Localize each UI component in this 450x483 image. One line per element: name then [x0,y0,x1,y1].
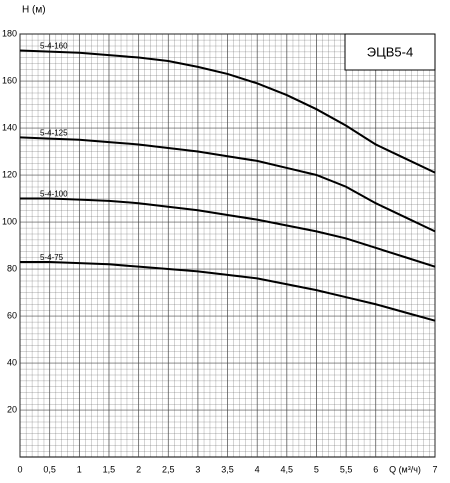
x-tick-label: 0,5 [43,464,56,474]
y-tick-label: 60 [7,310,17,320]
y-tick-label: 180 [2,28,17,38]
curve [20,197,436,268]
curve [19,49,436,174]
x-tick-label: 5,5 [340,464,353,474]
title-box [344,33,436,71]
chart-title: ЭЦВ5-4 [367,44,413,59]
x-tick-label: 4 [255,464,260,474]
y-tick-label: 80 [7,263,17,273]
x-tick-label: 1,5 [103,464,116,474]
x-tick-label: 3,5 [221,464,234,474]
x-tick-label: 7 [432,464,437,474]
y-tick-label: 40 [7,357,17,367]
y-tick-label: 120 [2,169,17,179]
y-tick-label: 100 [2,216,17,226]
x-tick-label: 1 [77,464,82,474]
x-tick-label: 0 [17,464,22,474]
curves: 5-4-160 5-4-125 5-4-100 5-4-75 [19,42,436,322]
curve-label: 5-4-100 [40,190,68,199]
curve-label: 5-4-160 [40,42,68,51]
curve [20,260,436,322]
y-axis-title: H (м) [22,5,46,16]
x-axis-title: Q (м³/ч) [389,464,421,474]
x-tick-label: 5 [314,464,319,474]
x-tick-label: 6 [373,464,378,474]
x-tick-label: 2 [136,464,141,474]
x-tick-label: 4,5 [281,464,294,474]
x-tick-label: 3 [195,464,200,474]
curve [19,136,436,233]
grid [19,33,436,457]
y-tick-label: 20 [7,404,17,414]
y-tick-label: 160 [2,75,17,85]
x-tick-label: 2,5 [162,464,175,474]
curve-label: 5-4-125 [40,129,68,138]
y-tick-label: 140 [2,122,17,132]
curve-label: 5-4-75 [40,253,64,262]
